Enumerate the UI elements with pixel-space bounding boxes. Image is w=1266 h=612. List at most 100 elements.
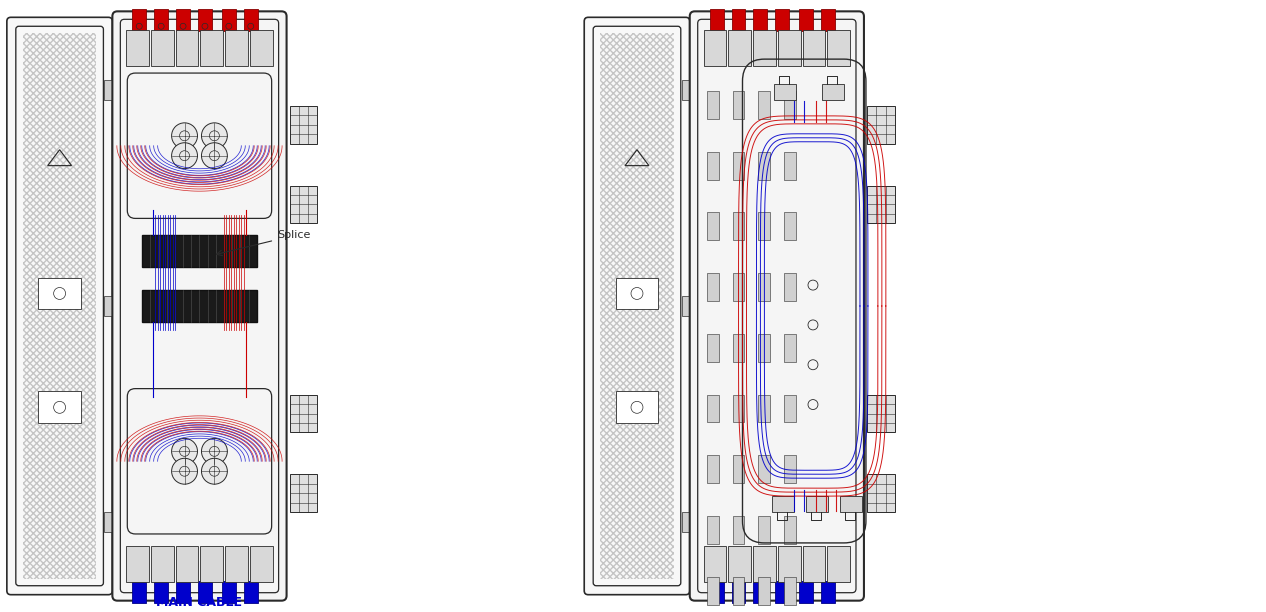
Bar [104, 296, 114, 316]
Bar [758, 516, 771, 544]
Bar [244, 9, 258, 31]
FancyBboxPatch shape [113, 12, 286, 600]
Bar [867, 474, 895, 512]
Bar [803, 546, 825, 582]
Bar [132, 9, 146, 31]
Bar [600, 33, 674, 579]
Bar [799, 581, 813, 603]
Bar [200, 30, 223, 66]
Bar [704, 546, 727, 582]
Bar [290, 395, 318, 433]
Bar [758, 395, 771, 422]
Bar [758, 577, 771, 605]
Bar [733, 577, 744, 605]
Bar [615, 277, 658, 310]
Bar [225, 546, 248, 582]
Bar [176, 30, 199, 66]
Circle shape [201, 458, 228, 484]
Bar [142, 290, 257, 322]
Bar [733, 91, 744, 119]
Bar [706, 516, 719, 544]
Bar [785, 273, 796, 301]
Bar [615, 392, 658, 424]
Bar [222, 9, 235, 31]
Bar [827, 30, 849, 66]
Bar [785, 577, 796, 605]
Bar [706, 273, 719, 301]
Bar [290, 474, 318, 512]
Bar [753, 30, 776, 66]
Circle shape [201, 123, 228, 149]
Bar [706, 455, 719, 483]
Bar [733, 455, 744, 483]
Bar [706, 212, 719, 241]
Text: MAIN CABLE: MAIN CABLE [157, 595, 243, 608]
Bar [290, 106, 318, 144]
Bar [38, 392, 81, 424]
Bar [728, 30, 751, 66]
Bar [104, 512, 114, 532]
Bar [775, 84, 796, 100]
Circle shape [172, 458, 197, 484]
Bar [732, 581, 746, 603]
Bar [290, 185, 318, 223]
Bar [710, 581, 724, 603]
Bar [753, 581, 767, 603]
Bar [733, 395, 744, 422]
Bar [682, 512, 691, 532]
Bar [710, 9, 724, 31]
Bar [758, 152, 771, 179]
Bar [841, 496, 862, 512]
Bar [244, 581, 258, 603]
FancyBboxPatch shape [690, 12, 863, 600]
Text: Splice: Splice [277, 230, 310, 241]
Bar [753, 9, 767, 31]
Circle shape [172, 123, 197, 149]
FancyBboxPatch shape [6, 17, 113, 595]
Bar [706, 91, 719, 119]
Bar [806, 496, 828, 512]
Bar [176, 9, 190, 31]
Bar [822, 581, 836, 603]
Bar [728, 546, 751, 582]
Bar [758, 212, 771, 241]
Bar [753, 546, 776, 582]
Bar [176, 546, 199, 582]
Bar [706, 395, 719, 422]
Circle shape [201, 438, 228, 465]
Bar [785, 152, 796, 179]
Bar [867, 106, 895, 144]
Bar [176, 581, 190, 603]
Bar [733, 152, 744, 179]
Bar [704, 30, 727, 66]
Bar [154, 9, 168, 31]
Circle shape [201, 143, 228, 169]
Bar [249, 546, 272, 582]
Bar [706, 577, 719, 605]
Bar [733, 516, 744, 544]
Bar [197, 9, 211, 31]
Bar [775, 9, 789, 31]
Bar [785, 334, 796, 362]
Bar [154, 581, 168, 603]
Bar [197, 581, 211, 603]
Bar [682, 296, 691, 316]
Bar [758, 334, 771, 362]
Bar [225, 30, 248, 66]
Bar [777, 546, 800, 582]
Bar [249, 30, 272, 66]
Bar [785, 395, 796, 422]
Bar [733, 273, 744, 301]
Bar [132, 581, 146, 603]
Bar [867, 185, 895, 223]
Bar [758, 273, 771, 301]
Bar [733, 334, 744, 362]
Bar [758, 455, 771, 483]
Bar [38, 277, 81, 310]
Bar [127, 546, 149, 582]
Bar [23, 33, 96, 579]
Bar [127, 30, 149, 66]
Bar [785, 91, 796, 119]
Bar [803, 30, 825, 66]
Bar [682, 80, 691, 100]
